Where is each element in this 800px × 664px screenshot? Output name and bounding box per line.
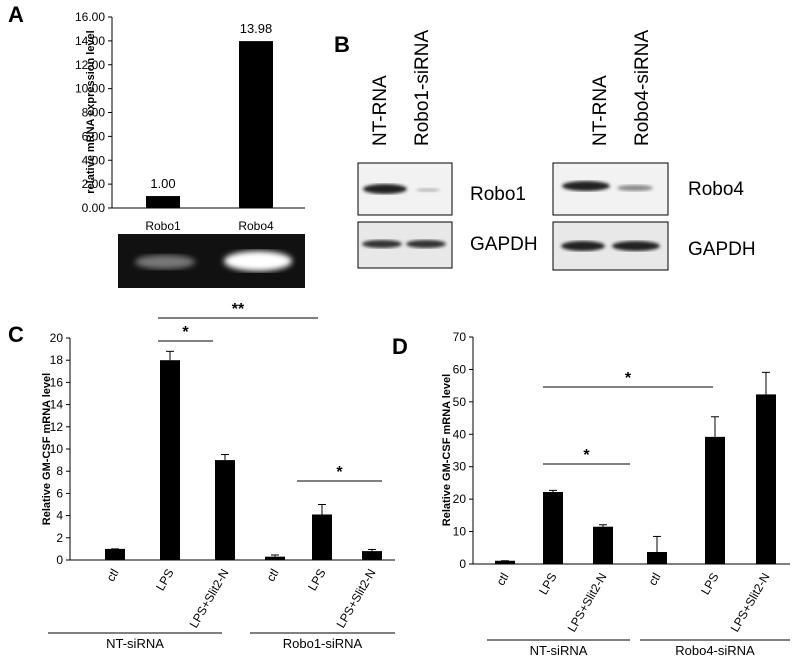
y-tick-label: 10 xyxy=(453,525,467,539)
significance-label: * xyxy=(625,370,632,387)
y-tick-label: 8.00 xyxy=(82,106,106,120)
y-tick-label: 10 xyxy=(50,442,64,456)
blot-band xyxy=(612,241,660,251)
panel-letter: D xyxy=(392,334,408,359)
lane-label: Robo4-siRNA xyxy=(632,30,653,146)
blot-band xyxy=(406,240,446,248)
x-tick-label: LPS xyxy=(698,571,721,598)
bar xyxy=(647,552,667,564)
x-tick-label: LPS xyxy=(536,571,559,598)
panel-letter: C xyxy=(8,322,24,347)
x-tick-label: LPS xyxy=(305,567,328,594)
y-tick-label: 50 xyxy=(453,395,467,409)
bar xyxy=(593,526,613,564)
lane-label: NT-RNA xyxy=(590,75,611,146)
bar xyxy=(362,551,382,560)
lane-label: Robo1-siRNA xyxy=(412,30,433,146)
protein-label: GAPDH xyxy=(688,239,756,260)
y-tick-label: 6.00 xyxy=(82,129,106,143)
bar xyxy=(265,556,285,560)
x-tick-label: ctl xyxy=(645,571,663,588)
x-tick-label: Robo4 xyxy=(238,219,274,233)
y-tick-label: 4.00 xyxy=(82,153,106,167)
value-label: 1.00 xyxy=(150,176,175,191)
y-tick-label: 16 xyxy=(50,375,64,389)
y-tick-label: 20 xyxy=(50,331,64,345)
blot-band xyxy=(416,188,440,192)
panel-letter: B xyxy=(334,32,350,57)
blot-band xyxy=(617,185,653,191)
group-label: Robo1-siRNA xyxy=(283,636,363,651)
y-tick-label: 12 xyxy=(50,420,64,434)
y-tick-label: 0.00 xyxy=(82,201,106,215)
bar xyxy=(146,196,180,208)
y-tick-label: 16.00 xyxy=(75,10,105,24)
y-tick-label: 6 xyxy=(56,486,63,500)
bar xyxy=(756,394,776,564)
y-tick-label: 2.00 xyxy=(82,177,106,191)
group-label: NT-siRNA xyxy=(530,643,588,658)
x-tick-label: LPS+Slit2-N xyxy=(187,567,232,631)
y-tick-label: 2 xyxy=(56,531,63,545)
significance-label: ** xyxy=(232,301,245,318)
blot-band xyxy=(561,241,605,251)
significance-label: * xyxy=(336,464,343,481)
protein-label: Robo1 xyxy=(470,184,526,205)
x-tick-label: LPS+Slit2-N xyxy=(728,571,773,635)
bar xyxy=(543,492,563,564)
y-tick-label: 12.00 xyxy=(75,58,105,72)
y-axis-label: Relative GM-CSF mRNA level xyxy=(441,374,453,526)
protein-label: GAPDH xyxy=(470,234,538,255)
bar xyxy=(239,41,273,208)
x-tick-label: LPS+Slit2-N xyxy=(334,567,379,631)
bar xyxy=(495,560,515,564)
y-tick-label: 8 xyxy=(56,464,63,478)
x-tick-label: LPS xyxy=(153,567,176,594)
x-tick-label: ctl xyxy=(263,567,281,584)
gel-band xyxy=(135,255,195,269)
x-tick-label: ctl xyxy=(103,567,121,584)
blot-band xyxy=(363,184,407,194)
y-tick-label: 20 xyxy=(453,492,467,506)
y-tick-label: 14 xyxy=(50,398,64,412)
bar xyxy=(312,514,332,560)
y-tick-label: 30 xyxy=(453,460,467,474)
y-tick-label: 70 xyxy=(453,330,467,344)
protein-label: Robo4 xyxy=(688,179,744,200)
blot-band xyxy=(562,181,610,191)
value-label: 13.98 xyxy=(240,21,273,36)
group-label: NT-siRNA xyxy=(106,636,164,651)
y-tick-label: 60 xyxy=(453,362,467,376)
y-tick-label: 0 xyxy=(459,557,466,571)
group-label: Robo4-siRNA xyxy=(675,643,755,658)
panel-letter: A xyxy=(8,2,24,27)
gel-band xyxy=(224,251,292,271)
x-tick-label: Robo1 xyxy=(145,219,181,233)
bar xyxy=(160,360,180,560)
y-tick-label: 10.00 xyxy=(75,82,105,96)
y-tick-label: 14.00 xyxy=(75,34,105,48)
y-tick-label: 4 xyxy=(56,509,63,523)
y-axis-label: Relative GM-CSF mRNA level xyxy=(41,373,53,525)
bar xyxy=(105,548,125,560)
significance-label: * xyxy=(182,324,189,341)
bar xyxy=(705,436,725,564)
y-axis-label: relative mRNA expression level xyxy=(85,30,97,193)
x-tick-label: ctl xyxy=(493,571,511,588)
y-tick-label: 18 xyxy=(50,353,64,367)
bar xyxy=(215,460,235,560)
significance-label: * xyxy=(583,447,590,464)
y-tick-label: 0 xyxy=(56,553,63,567)
blot-band xyxy=(362,240,402,248)
x-tick-label: LPS+Slit2-N xyxy=(565,571,610,635)
lane-label: NT-RNA xyxy=(370,75,391,146)
y-tick-label: 40 xyxy=(453,427,467,441)
